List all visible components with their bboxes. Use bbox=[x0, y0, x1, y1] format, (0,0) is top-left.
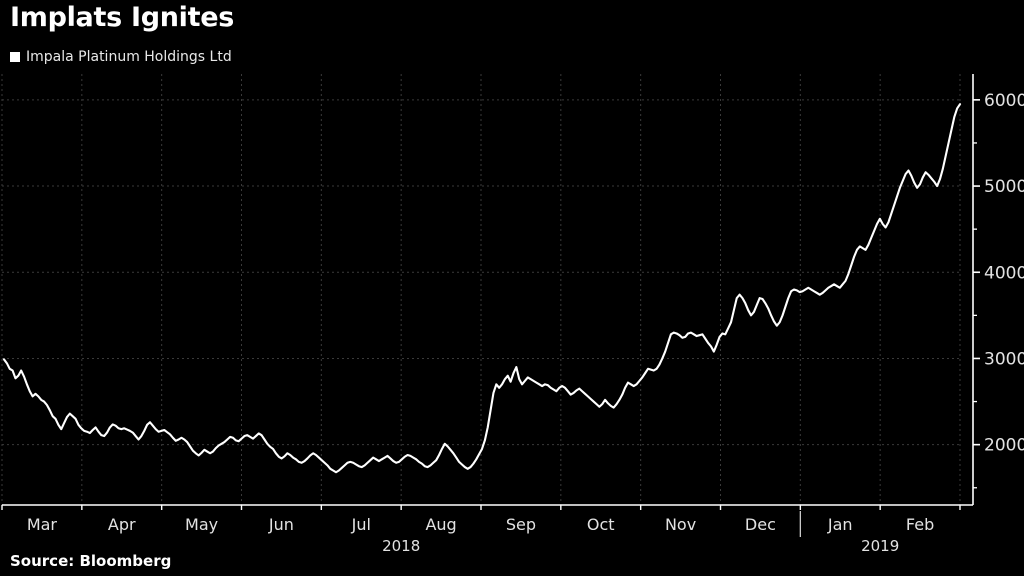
x-axis-tick-label: Dec bbox=[745, 515, 776, 534]
x-axis-tick-label: Aug bbox=[425, 515, 456, 534]
x-axis-tick-label: Mar bbox=[27, 515, 58, 534]
x-axis-year-label: 2019 bbox=[861, 537, 899, 555]
x-axis-tick-label: May bbox=[185, 515, 218, 534]
legend-label: Impala Platinum Holdings Ltd bbox=[26, 49, 232, 65]
x-axis-year-label: 2018 bbox=[382, 537, 420, 555]
y-axis-tick-label: 3000 bbox=[984, 349, 1024, 369]
x-axis-tick-label: Nov bbox=[665, 515, 696, 534]
x-axis-tick-label: Apr bbox=[108, 515, 136, 534]
y-axis-tick-label: 2000 bbox=[984, 436, 1024, 456]
data-line-series bbox=[2, 103, 962, 474]
square-marker-icon bbox=[10, 52, 20, 62]
x-axis-tick-label: Oct bbox=[587, 515, 615, 534]
x-axis-tick-label: Sep bbox=[506, 515, 536, 534]
x-axis-tick-label: Jul bbox=[351, 515, 371, 534]
y-axis-tick-label: 6000 bbox=[984, 91, 1024, 111]
y-axis-tick-label: 4000 bbox=[984, 263, 1024, 283]
x-axis-tick-label: Jan bbox=[827, 515, 853, 534]
x-axis-tick-label: Feb bbox=[906, 515, 934, 534]
legend: Impala Platinum Holdings Ltd bbox=[10, 49, 232, 65]
source-note: Source: Bloomberg bbox=[10, 552, 172, 570]
y-axis-tick-label: 5000 bbox=[984, 177, 1024, 197]
x-axis-tick-label: Jun bbox=[268, 515, 294, 534]
page-title: Implats Ignites bbox=[10, 2, 234, 33]
